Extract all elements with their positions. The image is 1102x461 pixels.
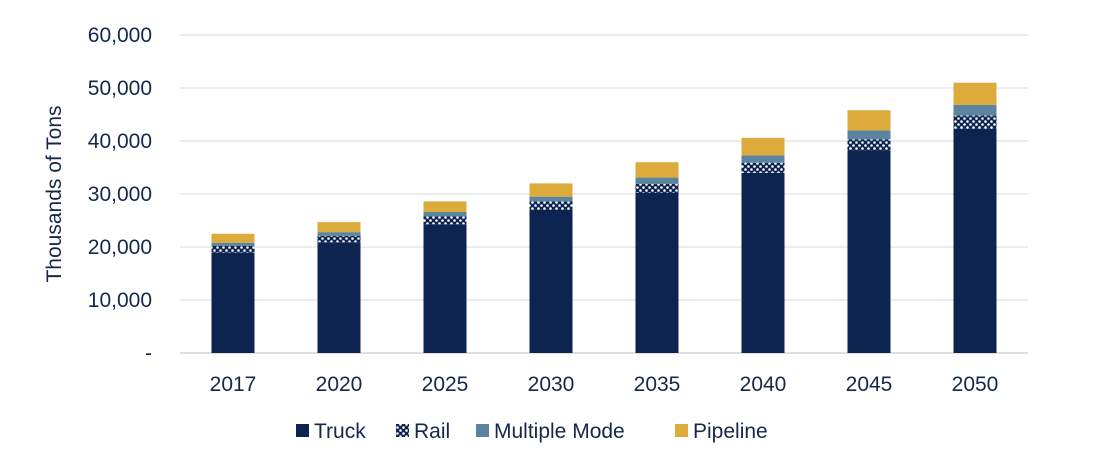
bar-segment-rail (741, 162, 785, 173)
bar-segment-truck (635, 192, 679, 353)
bar-segment-multiple-mode (317, 232, 361, 236)
bars (211, 82, 997, 353)
gridlines (180, 34, 1028, 354)
y-tick-label: 30,000 (88, 183, 152, 206)
x-axis-tick-labels: 2017 2020 2025 2030 2035 2040 2045 2050 (210, 373, 999, 396)
bar-segment-truck (529, 209, 573, 353)
x-tick-label: 2030 (528, 373, 575, 396)
bar-segment-pipeline (529, 183, 573, 197)
bar-segment-multiple-mode (635, 177, 679, 184)
legend: Truck Rail Multiple Mode Pipeline (296, 420, 768, 443)
bar-segment-pipeline (423, 201, 467, 213)
bar-segment-rail (847, 139, 891, 151)
y-tick-label: 50,000 (88, 77, 152, 100)
x-tick-label: 2017 (210, 373, 257, 396)
bar-segment-rail (211, 245, 255, 253)
legend-label: Rail (414, 420, 450, 443)
bar-segment-truck (211, 252, 255, 353)
bar-segment-multiple-mode (741, 155, 785, 163)
legend-label: Multiple Mode (494, 420, 625, 443)
legend-label: Pipeline (693, 420, 768, 443)
bar-segment-multiple-mode (423, 212, 467, 217)
y-tick-label: 20,000 (88, 236, 152, 259)
bar-segment-pipeline (635, 162, 679, 178)
x-tick-label: 2045 (846, 373, 893, 396)
bar-segment-pipeline (847, 110, 891, 131)
bar-segment-truck (317, 242, 361, 353)
bar-segment-pipeline (741, 137, 785, 156)
y-axis-tick-labels: - 10,000 20,000 30,000 40,000 50,000 60,000 (88, 24, 152, 365)
legend-swatch (675, 424, 688, 437)
x-tick-label: 2025 (422, 373, 469, 396)
x-tick-label: 2040 (740, 373, 787, 396)
bar-segment-truck (423, 224, 467, 353)
bar-segment-rail (317, 235, 361, 243)
bar-segment-rail (953, 115, 997, 129)
bar-segment-truck (953, 128, 997, 353)
x-tick-label: 2050 (952, 373, 999, 396)
bar-segment-pipeline (317, 222, 361, 233)
y-tick-label: 10,000 (88, 289, 152, 312)
bar-segment-rail (423, 216, 467, 225)
y-tick-label: 40,000 (88, 130, 152, 153)
legend-swatch (476, 424, 489, 437)
bar-segment-multiple-mode (953, 104, 997, 116)
bar-segment-multiple-mode (847, 130, 891, 140)
y-tick-label: - (145, 342, 152, 365)
bar-segment-truck (847, 150, 891, 353)
bar-segment-truck (741, 172, 785, 353)
bar-segment-rail (529, 201, 573, 210)
legend-label: Truck (314, 420, 366, 443)
bar-segment-rail (635, 183, 679, 193)
legend-swatch (296, 424, 309, 437)
y-axis-title: Thousands of Tons (43, 105, 66, 282)
bar-segment-pipeline (953, 82, 997, 105)
y-tick-label: 60,000 (88, 24, 152, 47)
legend-swatch (396, 424, 409, 437)
x-tick-label: 2020 (316, 373, 363, 396)
x-tick-label: 2035 (634, 373, 681, 396)
bar-segment-pipeline (211, 233, 255, 243)
bar-segment-multiple-mode (529, 196, 573, 202)
bar-segment-multiple-mode (211, 242, 255, 246)
